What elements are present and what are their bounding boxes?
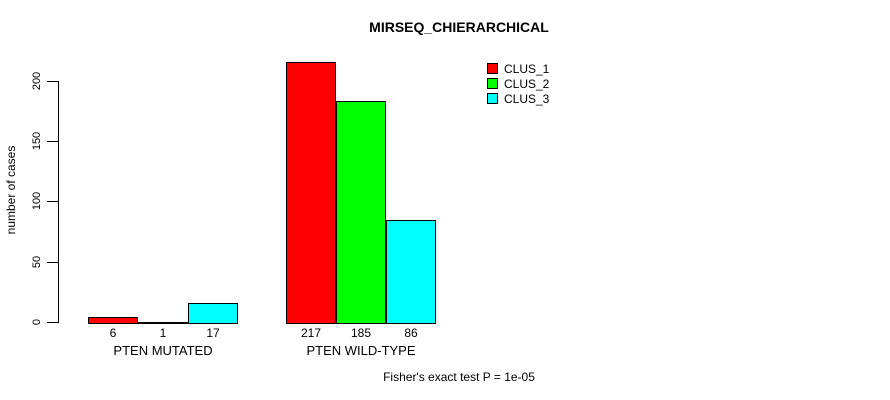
bar-clus-2-pten-wild-type [336, 101, 386, 324]
y-axis-tick-label: 100 [31, 191, 43, 211]
bar-value-label: 185 [350, 326, 372, 340]
bar-value-label: 17 [206, 326, 220, 340]
chart-title: MIRSEQ_CHIERARCHICAL [369, 19, 549, 35]
y-axis-tick [47, 262, 59, 263]
legend-label-clus-3: CLUS_3 [504, 91, 550, 106]
bar-clus-1-pten-mutated [88, 317, 138, 324]
bar-clus-1-pten-wild-type [286, 62, 336, 324]
legend: CLUS_1 CLUS_2 CLUS_3 [487, 61, 549, 106]
y-axis-tick [47, 81, 59, 82]
bar-clus-2-pten-mutated [138, 322, 188, 324]
bar-value-label: 1 [159, 326, 167, 340]
category-label-pten-mutated: PTEN MUTATED [113, 343, 213, 358]
y-axis-tick [47, 201, 59, 202]
category-label-pten-wild-type: PTEN WILD-TYPE [306, 343, 416, 358]
y-axis-title: number of cases [4, 145, 18, 235]
legend-swatch-clus-3 [487, 93, 498, 104]
legend-row-clus-3: CLUS_3 [487, 91, 549, 106]
y-axis-tick [47, 322, 59, 323]
legend-swatch-clus-1 [487, 63, 498, 74]
bar-value-label: 6 [109, 326, 117, 340]
annotation-text: Fisher's exact test P = 1e-05 [383, 370, 535, 384]
legend-row-clus-1: CLUS_1 [487, 61, 549, 76]
bar-clus-3-pten-mutated [188, 303, 238, 324]
y-axis-tick-label: 0 [31, 318, 43, 326]
y-axis-tick-label: 200 [31, 71, 43, 91]
legend-label-clus-1: CLUS_1 [504, 61, 550, 76]
y-axis-tick-label: 50 [31, 255, 43, 269]
legend-label-clus-2: CLUS_2 [504, 76, 550, 91]
legend-row-clus-2: CLUS_2 [487, 76, 549, 91]
bar-clus-3-pten-wild-type [386, 220, 436, 324]
y-axis-tick-label: 150 [31, 131, 43, 151]
y-axis-tick [47, 141, 59, 142]
bar-value-label: 217 [300, 326, 322, 340]
legend-swatch-clus-2 [487, 78, 498, 89]
y-axis-line [58, 81, 59, 323]
bar-value-label: 86 [404, 326, 418, 340]
